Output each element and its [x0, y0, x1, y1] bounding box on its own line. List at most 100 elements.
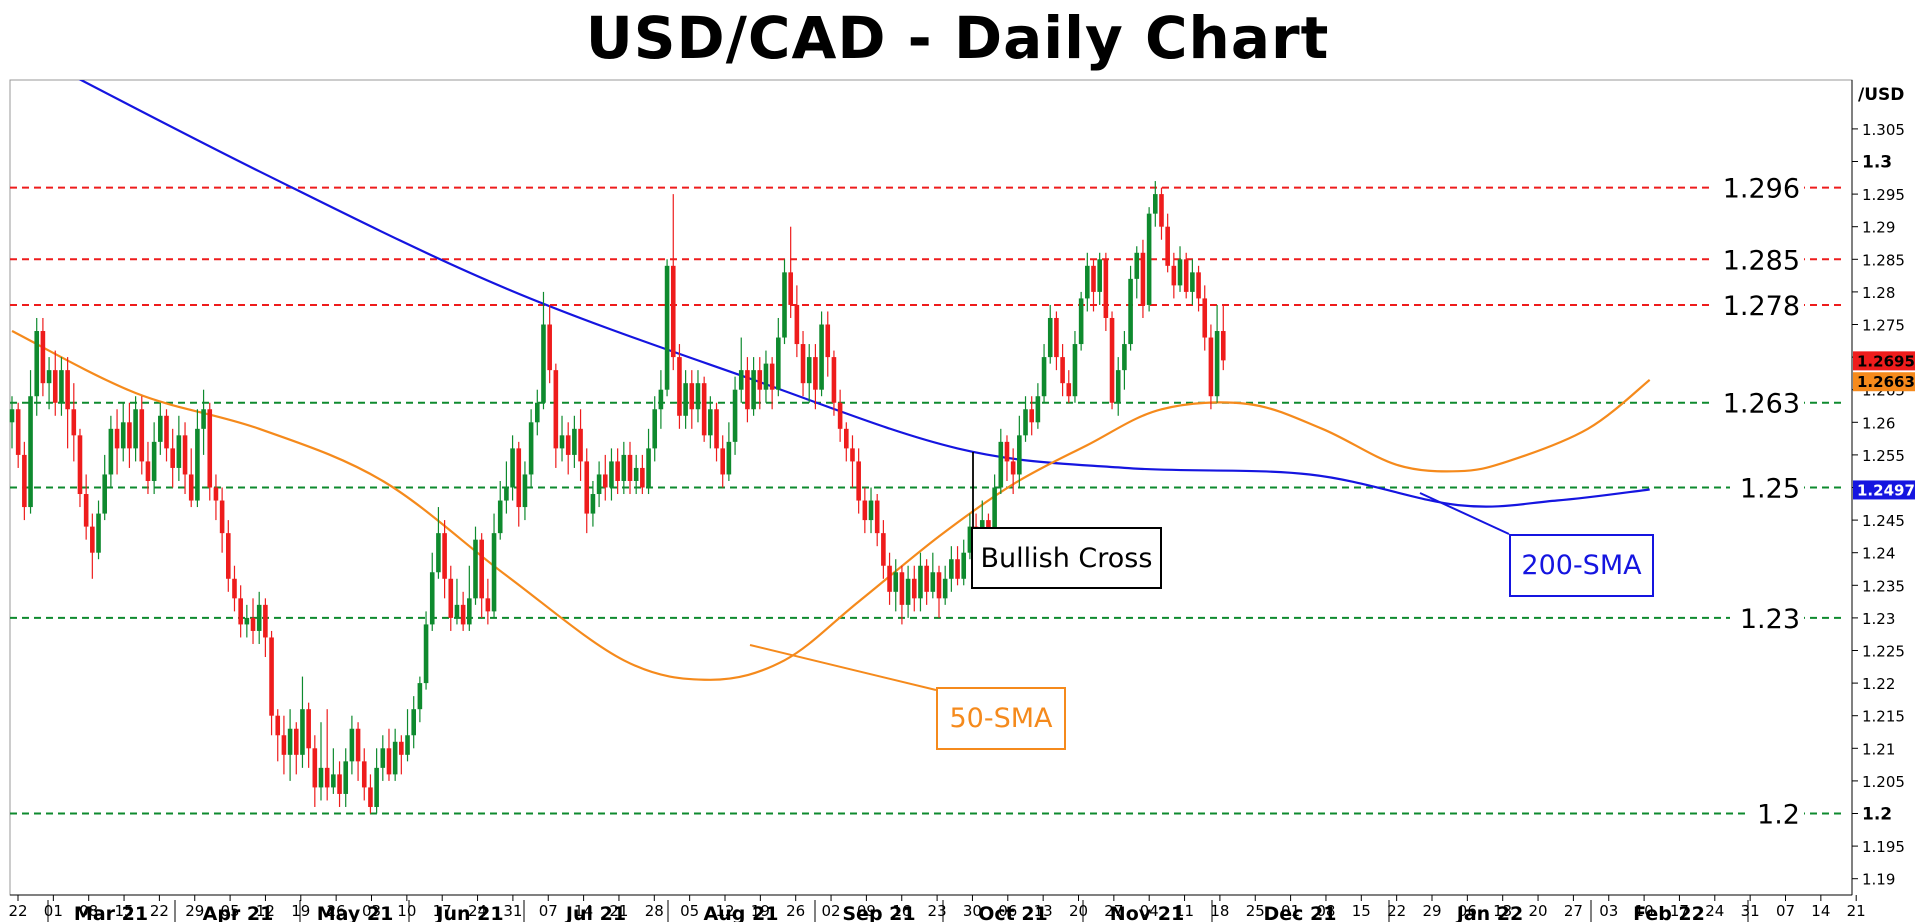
candle-body-down	[565, 435, 571, 455]
y-tick-label: 1.285	[1862, 251, 1905, 269]
candle-body-up	[782, 272, 787, 338]
candle-body-down	[874, 500, 880, 534]
x-tick-label: 03	[362, 902, 381, 920]
y-tick-label: 1.3	[1862, 153, 1892, 173]
candle-body-down	[911, 578, 917, 599]
candle-body-up	[776, 337, 781, 390]
x-tick-label: 28	[645, 902, 664, 920]
candle-body-down	[250, 617, 256, 631]
candle-body-down	[448, 578, 454, 618]
x-tick-label: 19	[291, 902, 310, 920]
candle-body-up	[726, 441, 732, 475]
x-month-label: Jan 22	[1455, 903, 1523, 922]
level-label-bg-1.25	[1730, 473, 1804, 502]
candle-body-up	[1017, 435, 1022, 475]
candle-body-up	[961, 552, 967, 579]
candle-body-up	[695, 383, 701, 410]
candle-body-up	[1023, 409, 1028, 436]
candle-body-down	[578, 428, 583, 462]
x-tick-label: 02	[822, 902, 841, 920]
y-tick-label: 1.21	[1862, 740, 1895, 758]
candle-body-down	[164, 415, 169, 449]
candle-body-down	[207, 409, 213, 488]
level-label-1.25: 1.25	[1740, 474, 1800, 505]
candle-body-down	[602, 474, 608, 488]
y-tick-label: 1.225	[1862, 643, 1905, 661]
candle-body-down	[986, 520, 991, 534]
level-label-bg-1.2	[1746, 799, 1804, 828]
candle-body-down	[361, 761, 367, 788]
candle-body-down	[800, 344, 806, 384]
candle-body-down	[188, 474, 194, 501]
candle-body-down	[1066, 383, 1072, 397]
candle-body-down	[584, 461, 590, 514]
candle-body-down	[899, 572, 905, 605]
y-tick-label: 1.255	[1862, 447, 1905, 465]
candle-body-up	[1214, 331, 1220, 397]
level-label-bg-1.285	[1714, 245, 1804, 274]
candle-body-down	[516, 448, 522, 508]
sma200-line	[78, 80, 1650, 508]
x-tick-label: 27	[1564, 902, 1583, 920]
candle-body-up	[158, 415, 163, 442]
candle-body-down	[720, 448, 725, 475]
level-label-1.23: 1.23	[1740, 604, 1800, 635]
candle-body-down	[263, 604, 268, 638]
price-tag-label: 1.2663	[1857, 373, 1915, 391]
sma200-annotation: 200-SMA	[1509, 534, 1654, 597]
candle-body-up	[522, 474, 528, 508]
candle-body-up	[1097, 259, 1102, 292]
x-tick-label: 05	[221, 902, 240, 920]
candle-body-up	[423, 624, 429, 684]
candle-body-down	[825, 324, 831, 358]
price-tag-bg	[1853, 372, 1915, 392]
candle-body-up	[405, 735, 410, 755]
candle-body-down	[677, 357, 682, 416]
candle-body-down	[769, 363, 775, 390]
x-tick-label: 17	[433, 902, 452, 920]
candle-body-up	[59, 370, 64, 403]
candle-body-up	[942, 578, 948, 599]
candle-body-down	[1029, 409, 1034, 423]
candle-body-down	[1103, 259, 1109, 318]
candle-body-up	[621, 454, 627, 481]
candle-body-up	[1122, 344, 1127, 371]
candle-body-down	[22, 454, 27, 508]
candle-body-down	[127, 422, 132, 449]
candle-body-down	[813, 357, 818, 390]
candle-body-down	[757, 370, 763, 390]
y-tick-label: 1.195	[1862, 838, 1905, 856]
price-tag-bg	[1853, 480, 1915, 500]
x-month-label: Mar 21	[74, 903, 148, 922]
candle-body-down	[77, 435, 83, 495]
candle-body-down	[306, 709, 311, 749]
candle-body-up	[1041, 357, 1047, 397]
sma50-annotation: 50-SMA	[936, 687, 1066, 750]
candle-body-down	[1054, 317, 1059, 358]
candle-body-up	[918, 565, 923, 599]
candle-body-up	[763, 363, 769, 390]
candle-body-down	[238, 598, 243, 625]
candle-body-down	[1091, 265, 1096, 292]
candle-body-up	[256, 604, 262, 631]
x-tick-label: 03	[1599, 902, 1618, 920]
candle-body-up	[596, 474, 602, 495]
candle-body-up	[572, 428, 577, 455]
x-month-label: Jul 21	[564, 903, 626, 922]
candle-body-up	[1035, 396, 1041, 423]
y-tick-label: 1.22	[1862, 675, 1895, 693]
x-tick-label: 24	[1705, 902, 1724, 920]
level-label-1.278: 1.278	[1723, 291, 1800, 322]
x-tick-label: 07	[1776, 902, 1795, 920]
candle-body-down	[65, 370, 70, 410]
x-tick-label: 06	[998, 902, 1017, 920]
candle-body-up	[34, 331, 40, 397]
candle-body-up	[343, 761, 349, 794]
candle-body-down	[275, 715, 281, 736]
candle-body-up	[590, 494, 596, 514]
candle-body-down	[714, 409, 719, 449]
candle-body-down	[170, 448, 175, 468]
candle-body-down	[269, 637, 274, 716]
y-tick-label: 1.295	[1862, 186, 1905, 204]
candle-body-down	[1159, 194, 1164, 227]
